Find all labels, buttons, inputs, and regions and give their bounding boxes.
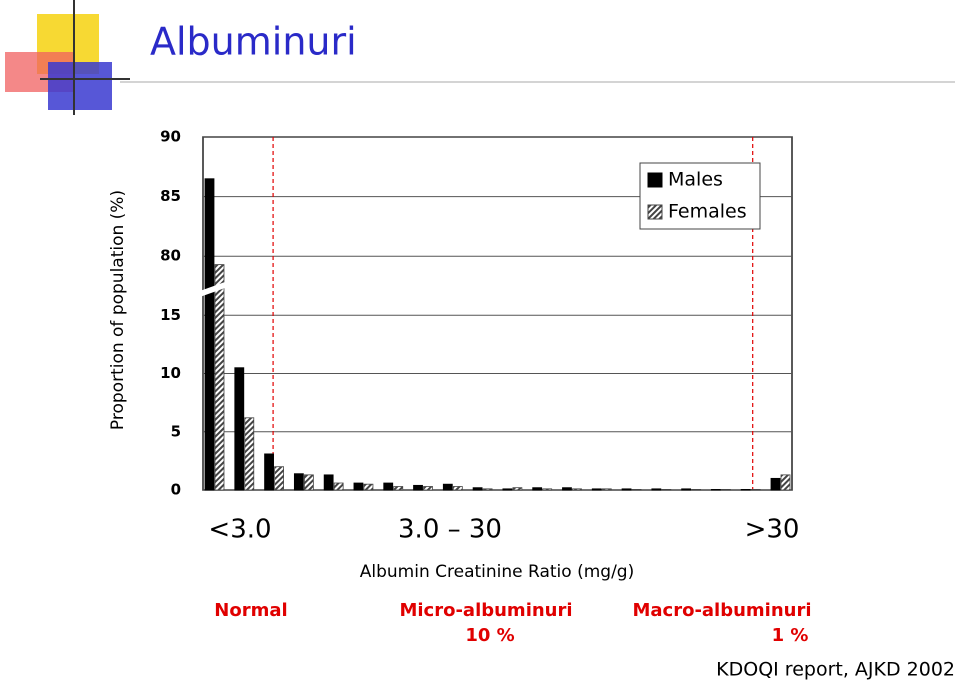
bar bbox=[482, 488, 493, 491]
bar bbox=[770, 477, 781, 491]
bar bbox=[750, 489, 761, 491]
bar bbox=[293, 473, 304, 491]
bar bbox=[303, 474, 314, 491]
bar bbox=[383, 482, 394, 491]
source: KDOQI report, AJKD 2002 bbox=[716, 659, 955, 681]
annotation: Micro-albuminuri bbox=[399, 600, 572, 621]
bar bbox=[532, 487, 543, 491]
bar bbox=[214, 264, 225, 491]
slide-title: Albuminuri bbox=[150, 20, 357, 64]
y-tick-label: 85 bbox=[160, 187, 181, 205]
range-label: <3.0 bbox=[208, 515, 271, 545]
x-axis-title: Albumin Creatinine Ratio (mg/g) bbox=[360, 562, 634, 582]
bar bbox=[740, 489, 751, 491]
bar bbox=[601, 488, 612, 491]
plot: 0 5 10 15 80 85 90 Males Females bbox=[160, 128, 793, 499]
y-tick-label: 10 bbox=[160, 364, 181, 382]
legend-label: Males bbox=[668, 169, 723, 191]
bar bbox=[661, 489, 672, 491]
bar bbox=[442, 483, 453, 491]
bar bbox=[274, 466, 284, 491]
bar bbox=[711, 489, 721, 491]
y-tick-label: 0 bbox=[171, 481, 181, 499]
bar bbox=[204, 178, 215, 491]
y-tick-label: 90 bbox=[160, 128, 181, 146]
bar bbox=[413, 484, 423, 491]
bar bbox=[780, 474, 791, 491]
bar bbox=[562, 487, 572, 491]
annotation: 1 % bbox=[772, 625, 809, 646]
bar bbox=[502, 488, 513, 491]
range-label: 3.0 – 30 bbox=[398, 515, 502, 545]
bar bbox=[264, 453, 274, 491]
slide-decoration bbox=[5, 0, 955, 115]
bar bbox=[472, 487, 483, 491]
bar bbox=[512, 487, 523, 491]
bar bbox=[333, 482, 344, 491]
bar bbox=[234, 367, 245, 491]
annotation: Normal bbox=[214, 600, 287, 621]
range-label: >30 bbox=[745, 515, 800, 545]
legend-swatch bbox=[647, 172, 663, 188]
bar bbox=[591, 488, 602, 491]
bar bbox=[651, 488, 662, 491]
y-tick-label: 80 bbox=[160, 247, 181, 265]
bar bbox=[572, 488, 582, 491]
bar bbox=[423, 486, 433, 491]
axis-break bbox=[197, 282, 225, 298]
bar bbox=[393, 486, 404, 491]
bar bbox=[542, 488, 553, 491]
y-axis-title: Proportion of population (%) bbox=[108, 190, 128, 430]
bar bbox=[631, 489, 642, 491]
annotation: 10 % bbox=[465, 625, 514, 646]
y-tick-label: 5 bbox=[171, 422, 181, 440]
annotation: Macro-albuminuri bbox=[632, 600, 811, 621]
bar bbox=[323, 474, 334, 491]
bar bbox=[363, 483, 374, 491]
bar bbox=[681, 488, 692, 491]
bar bbox=[452, 486, 463, 491]
bar bbox=[244, 417, 255, 491]
legend-swatch bbox=[647, 204, 663, 220]
bar bbox=[621, 488, 632, 491]
bar bbox=[691, 489, 702, 491]
bar bbox=[353, 482, 364, 491]
y-tick-label: 15 bbox=[160, 306, 181, 324]
bar bbox=[721, 489, 731, 491]
legend-label: Females bbox=[668, 201, 747, 223]
